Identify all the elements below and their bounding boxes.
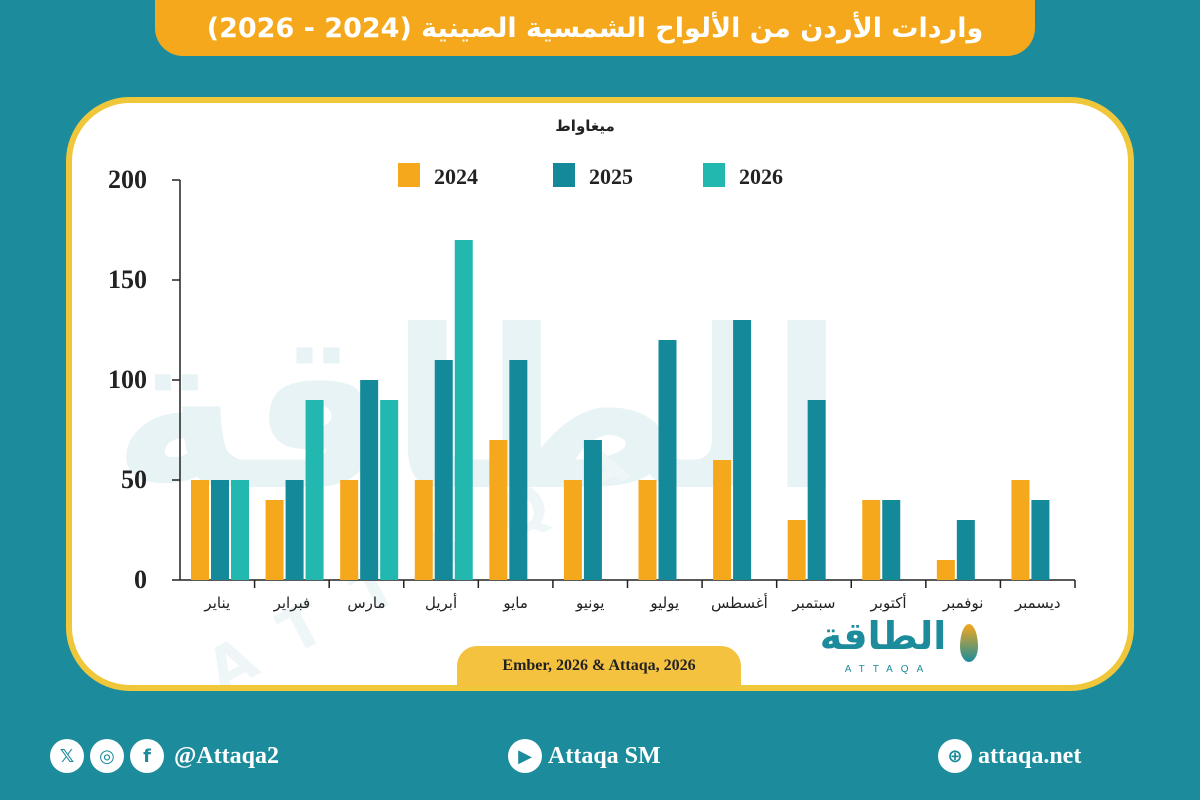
bar-2024 xyxy=(638,480,657,580)
y-tick-label: 0 xyxy=(134,565,147,594)
y-tick-label: 100 xyxy=(108,365,147,394)
legend-label-2025: 2025 xyxy=(589,164,633,189)
legend-swatch-2024 xyxy=(398,163,420,187)
bar-2025 xyxy=(509,360,528,580)
bar-2026 xyxy=(305,400,324,580)
bar-2025 xyxy=(658,340,677,580)
source-text: Ember, 2026 & Attaqa, 2026 xyxy=(502,657,696,674)
bar-2024 xyxy=(340,480,359,580)
axes: 0 50 100 150 200 يناير فبراير مارس أبريل مايو يوني… xyxy=(108,165,1076,612)
x-tick-label: أبريل xyxy=(425,593,457,612)
x-icon[interactable]: 𝕏 xyxy=(50,739,84,773)
footer-social: 𝕏 ◎ f @Attaqa2 xyxy=(50,736,279,776)
social-handle[interactable]: @Attaqa2 xyxy=(174,742,279,769)
y-axis-unit: ميغاواط xyxy=(555,117,615,135)
y-tick-label: 150 xyxy=(108,265,147,294)
youtube-channel[interactable]: Attaqa SM xyxy=(548,742,661,769)
bar-2026 xyxy=(380,400,399,580)
bar-2025 xyxy=(583,440,602,580)
footer-website: ⊕ attaqa.net xyxy=(938,736,1081,776)
x-tick-label: يناير xyxy=(203,594,230,612)
x-tick-label: سبتمبر xyxy=(791,594,835,612)
title-bar: واردات الأردن من الألواح الشمسية الصينية… xyxy=(155,0,1035,56)
bar-2025 xyxy=(807,400,826,580)
legend-swatch-2026 xyxy=(703,163,725,187)
x-tick-label: مايو xyxy=(502,594,528,612)
bar-2024 xyxy=(787,520,806,580)
bar-2026 xyxy=(454,240,473,580)
x-tick-label: فبراير xyxy=(273,594,311,612)
bar-2024 xyxy=(936,560,955,580)
x-tick-label: أغسطس xyxy=(711,593,768,612)
x-tick-label: ديسمبر xyxy=(1014,594,1061,612)
bar-2024 xyxy=(862,500,881,580)
x-tick-label: يونيو xyxy=(575,594,604,612)
bar-2025 xyxy=(733,320,752,580)
bar-2025 xyxy=(360,380,379,580)
bar-2026 xyxy=(231,480,249,580)
youtube-icon[interactable]: ▶ xyxy=(508,739,542,773)
website-link[interactable]: attaqa.net xyxy=(978,742,1082,769)
legend-label-2026: 2026 xyxy=(739,164,783,189)
legend: 2024 2025 2026 xyxy=(398,163,783,189)
y-tick-label: 200 xyxy=(108,165,147,194)
source-label: Ember, 2026 & Attaqa, 2026 xyxy=(457,646,741,686)
y-tick-label: 50 xyxy=(121,465,147,494)
bar-2025 xyxy=(211,480,229,580)
bar-2024 xyxy=(489,440,508,580)
bar-2024 xyxy=(1011,480,1030,580)
attaqa-logo: الطاقة ATTAQA xyxy=(808,614,978,678)
bar-2025 xyxy=(956,520,975,580)
drop-icon xyxy=(960,624,978,662)
bar-2024 xyxy=(563,480,582,580)
bar-2025 xyxy=(882,500,901,580)
x-tick-label: مارس xyxy=(347,594,385,612)
globe-icon[interactable]: ⊕ xyxy=(938,739,972,773)
bar-2025 xyxy=(1031,500,1050,580)
x-tick-label: نوفمبر xyxy=(942,594,984,612)
bar-2024 xyxy=(191,480,209,580)
footer-youtube: ▶ Attaqa SM xyxy=(508,736,661,776)
bar-2025 xyxy=(285,480,304,580)
bar-2024 xyxy=(414,480,433,580)
bar-2024 xyxy=(265,500,284,580)
legend-swatch-2025 xyxy=(553,163,575,187)
facebook-icon[interactable]: f xyxy=(130,739,164,773)
bars xyxy=(191,240,1050,580)
x-tick-label: يوليو xyxy=(649,594,679,612)
logo-word: الطاقة xyxy=(819,614,947,658)
instagram-icon[interactable]: ◎ xyxy=(90,739,124,773)
chart-title: واردات الأردن من الألواح الشمسية الصينية… xyxy=(206,12,984,44)
legend-label-2024: 2024 xyxy=(434,164,478,189)
x-tick-label: أكتوبر xyxy=(870,593,907,612)
bar-2025 xyxy=(434,360,453,580)
bar-2024 xyxy=(713,460,732,580)
logo-latin: ATTAQA xyxy=(844,664,932,675)
